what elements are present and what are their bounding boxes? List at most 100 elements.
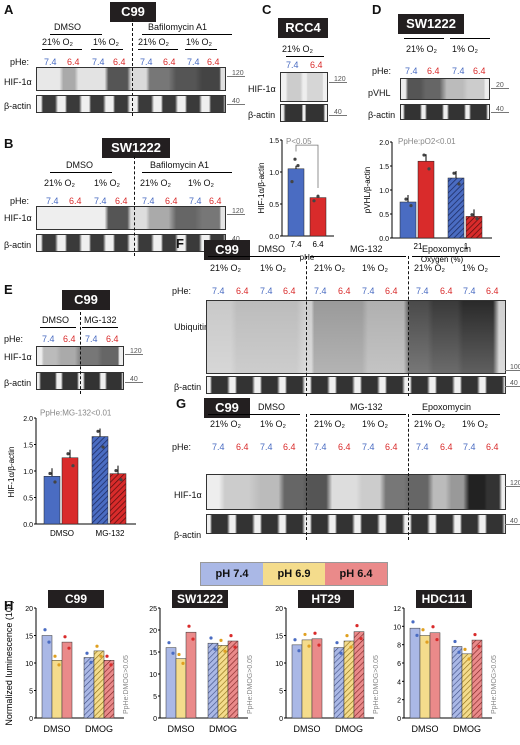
bar (91, 436, 109, 525)
treatment-label: Epoxomycin (422, 244, 472, 254)
tick-label: 0.0 (379, 236, 389, 243)
bar (311, 638, 323, 719)
data-point (53, 654, 57, 658)
tick-label: 10 (393, 624, 401, 631)
o2-label: 21% O₂ (406, 44, 438, 54)
o2-label: 21% O₂ (414, 263, 446, 273)
data-point (191, 637, 195, 641)
data-point (109, 663, 113, 667)
western-blot (36, 67, 226, 91)
bar (429, 632, 441, 719)
data-point (470, 213, 474, 217)
ph-value: 6.4 (440, 442, 453, 452)
data-point (223, 649, 227, 653)
bar-chart: 1.5 1.0 0.5 0.0 7.4 6.4 P<0.05 pHe HIF-1α/β-acti… (257, 137, 334, 262)
cell-line-label: SW1222 (177, 592, 223, 606)
x-tick-label: DMOG (453, 724, 481, 734)
mw-marker: 20 (491, 82, 509, 89)
phe-label: pHe: (172, 442, 192, 452)
mw-marker: 40 (491, 106, 509, 113)
tick-label: 15 (25, 634, 33, 641)
treatment-label: Epoxomycin (422, 402, 472, 412)
panel-label: D (372, 2, 382, 17)
data-point (475, 216, 479, 221)
tick-label: 20 (275, 606, 283, 613)
tick-label: 0.5 (269, 202, 279, 209)
data-point (71, 464, 75, 468)
o2-label: 21% O₂ (138, 37, 170, 47)
x-tick-label: MG-132 (96, 529, 125, 538)
bar (41, 635, 53, 719)
cell-line-badge: C99 (110, 2, 156, 22)
o2-label: 1% O₂ (452, 44, 479, 54)
o2-label: 1% O₂ (462, 263, 489, 273)
ph-value: 7.4 (94, 196, 107, 206)
tick-label: 1.0 (269, 170, 279, 177)
bar (471, 639, 483, 719)
ph-value: 7.4 (452, 66, 465, 76)
data-point (457, 650, 461, 654)
x-axis-label: pHe (300, 253, 315, 262)
data-point (229, 634, 233, 638)
ph-value: 6.4 (209, 196, 222, 206)
tick-label: 0.5 (379, 212, 389, 219)
panel-label: A (4, 2, 14, 17)
data-point (290, 180, 294, 184)
ph-value: 6.4 (473, 66, 486, 76)
bar-chart: 2.0 1.5 1.0 0.5 0.0 DMSO MG-132 PpHe:MG-132<0.0… (7, 408, 136, 538)
tick-label: 1.0 (379, 188, 389, 195)
data-point (316, 194, 320, 198)
bar (465, 216, 483, 239)
blot-label: β-actin (174, 530, 202, 540)
mw-marker: 100 (505, 364, 520, 371)
tick-label: 6 (397, 661, 401, 668)
o2-label: 1% O₂ (94, 178, 121, 188)
data-point (296, 164, 300, 168)
o2-label: 21% O₂ (314, 263, 346, 273)
data-point (47, 640, 51, 644)
ph-value: 6.4 (385, 442, 398, 452)
ph-value: 7.4 (416, 442, 429, 452)
blot-label: HIF-1α (4, 352, 32, 362)
tick-label: 10 (25, 661, 33, 668)
tick-label: 0 (397, 716, 401, 723)
data-point (411, 620, 415, 624)
bar (109, 473, 127, 525)
mw-marker: 40 (505, 518, 520, 525)
x-tick-label: DMSO (50, 529, 74, 538)
tick-label: 0.0 (269, 234, 279, 241)
ph-value: 7.4 (362, 442, 375, 452)
phe-label: pHe: (172, 286, 192, 296)
treatment-label: Bafilomycin A1 (150, 160, 210, 170)
cell-line-label: HDC111 (422, 592, 467, 606)
treatment-label: MG-132 (84, 315, 117, 325)
data-point (349, 645, 353, 649)
data-point (177, 652, 181, 657)
cell-line-badge (298, 590, 354, 608)
bar-chart: 2.0 1.5 1.0 0.5 0.0 21 1 PpHe:pO2<0.01 Oxygen (%… (363, 137, 492, 264)
tick-label: 8 (397, 643, 401, 650)
tick-label: 5 (29, 689, 33, 696)
treatment-label: DMSO (258, 402, 285, 412)
ph-value: 6.4 (207, 57, 220, 67)
tick-label: 0.0 (23, 522, 33, 529)
western-blot (36, 206, 226, 230)
bar (175, 658, 187, 719)
ph-value: 6.4 (338, 442, 351, 452)
ph-value: 7.4 (212, 286, 225, 296)
tick-label: 2.0 (23, 416, 33, 423)
cell-line-badge (172, 590, 228, 608)
ph-value: 7.4 (187, 57, 200, 67)
ph-value: 7.4 (189, 196, 202, 206)
bar (83, 657, 95, 719)
ph-value: 7.4 (140, 57, 153, 67)
x-tick-label: 6.4 (312, 240, 324, 249)
p-value: PpHe:DMOG>0.05 (247, 655, 254, 714)
data-point (415, 633, 419, 637)
mw-marker: 120 (125, 348, 143, 355)
tick-label: 0 (153, 716, 157, 723)
ph-value: 6.4 (69, 196, 82, 206)
data-point (95, 644, 99, 648)
ph-value: 7.4 (42, 334, 55, 344)
cell-line-label: C99 (65, 592, 87, 606)
